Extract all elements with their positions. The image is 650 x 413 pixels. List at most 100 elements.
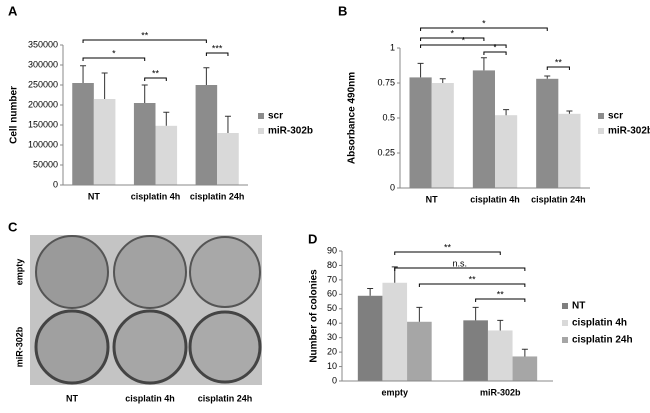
y-axis-label: Number of colonies [309, 269, 320, 363]
bar [133, 103, 156, 185]
y-tick-label: 0 [53, 179, 58, 189]
legend-label: miR-302b [608, 126, 650, 137]
bar [93, 99, 116, 185]
significance-label: ** [497, 289, 505, 299]
y-tick-label: 150000 [28, 119, 58, 129]
bar [382, 282, 408, 381]
bar [217, 133, 239, 185]
x-tick-label: cisplatin 24h [190, 191, 245, 201]
legend-swatch [598, 128, 604, 134]
row-label: miR-302b [14, 326, 24, 367]
significance-label: *** [212, 43, 223, 53]
bar [512, 356, 538, 381]
error-bar [141, 84, 148, 103]
panel-label: A [8, 3, 18, 18]
significance-label: * [482, 18, 486, 28]
error-bar [163, 111, 170, 126]
y-axis-label: Absorbance 490nm [347, 72, 358, 164]
x-tick-label: cisplatin 4h [470, 194, 520, 204]
column-label: cisplatin 24h [198, 393, 253, 403]
y-tick-label: 0.75 [377, 77, 395, 87]
significance-bracket [420, 37, 485, 41]
significance-bracket [82, 57, 146, 61]
significance-label: * [450, 28, 454, 38]
y-tick-label: 70 [327, 274, 337, 284]
error-bar [203, 67, 210, 85]
significance-bracket [205, 52, 229, 56]
significance-bracket [82, 39, 207, 43]
y-tick-label: 250000 [28, 79, 58, 89]
panel-label: B [338, 3, 347, 18]
significance-label: ** [152, 68, 160, 78]
bar [463, 320, 488, 381]
significance-label: * [493, 42, 497, 52]
significance-label: n.s. [453, 258, 468, 268]
x-tick-label: miR-302b [480, 387, 521, 397]
bar [357, 295, 383, 381]
bar [72, 83, 94, 185]
y-tick-label: 0 [390, 182, 395, 192]
y-tick-label: 100000 [28, 139, 58, 149]
error-bar [497, 319, 504, 331]
y-tick-label: 350000 [28, 39, 58, 49]
significance-label: ** [141, 30, 149, 40]
error-bar [224, 115, 231, 133]
error-bar [521, 348, 528, 357]
error-bar [439, 78, 446, 83]
y-tick-label: 20 [327, 346, 337, 356]
significance-bracket [394, 251, 501, 255]
error-bar [480, 57, 487, 71]
x-tick-label: NT [426, 194, 438, 204]
legend-swatch [258, 113, 264, 119]
error-bar [416, 306, 423, 322]
significance-bracket [483, 51, 507, 55]
legend-swatch [562, 337, 568, 343]
significance-bracket [144, 77, 167, 81]
x-tick-label: cisplatin 24h [531, 194, 586, 204]
panel-label: C [8, 219, 18, 234]
y-axis-label: Cell number [9, 86, 20, 144]
bar [487, 330, 513, 381]
plate-image [30, 235, 262, 385]
significance-label: * [462, 35, 466, 45]
bar [195, 85, 218, 185]
significance-bracket [420, 27, 548, 31]
significance-bracket [475, 298, 526, 302]
legend-label: cisplatin 24h [572, 335, 633, 346]
y-tick-label: 50000 [33, 159, 58, 169]
bar [155, 125, 178, 185]
panel-label: D [308, 231, 317, 246]
y-tick-label: 50 [327, 303, 337, 313]
significance-label: ** [555, 57, 563, 67]
y-tick-label: 80 [327, 260, 337, 270]
legend-label: NT [572, 301, 585, 312]
column-label: cisplatin 4h [125, 393, 175, 403]
y-tick-label: 0 [332, 375, 337, 385]
significance-label: ** [444, 242, 452, 252]
legend-label: cisplatin 4h [572, 318, 627, 329]
bar [558, 113, 581, 188]
y-tick-label: 1 [390, 42, 395, 52]
error-bar [367, 288, 374, 296]
error-bar [417, 62, 424, 78]
y-tick-label: 200000 [28, 99, 58, 109]
column-label: NT [66, 393, 78, 403]
significance-bracket [420, 44, 507, 48]
significance-bracket [394, 267, 526, 271]
x-tick-label: empty [381, 387, 408, 397]
bar [536, 78, 559, 188]
y-tick-label: 90 [327, 245, 337, 255]
y-tick-label: 0.25 [377, 147, 395, 157]
bar [409, 77, 432, 188]
legend-swatch [258, 128, 264, 134]
legend-label: scr [268, 111, 283, 122]
row-label: empty [14, 259, 24, 286]
error-bar [503, 109, 510, 116]
y-tick-label: 300000 [28, 59, 58, 69]
x-tick-label: cisplatin 4h [131, 191, 181, 201]
error-bar [544, 75, 551, 79]
significance-label: * [112, 48, 116, 58]
error-bar [472, 306, 479, 321]
legend-swatch [562, 303, 568, 309]
